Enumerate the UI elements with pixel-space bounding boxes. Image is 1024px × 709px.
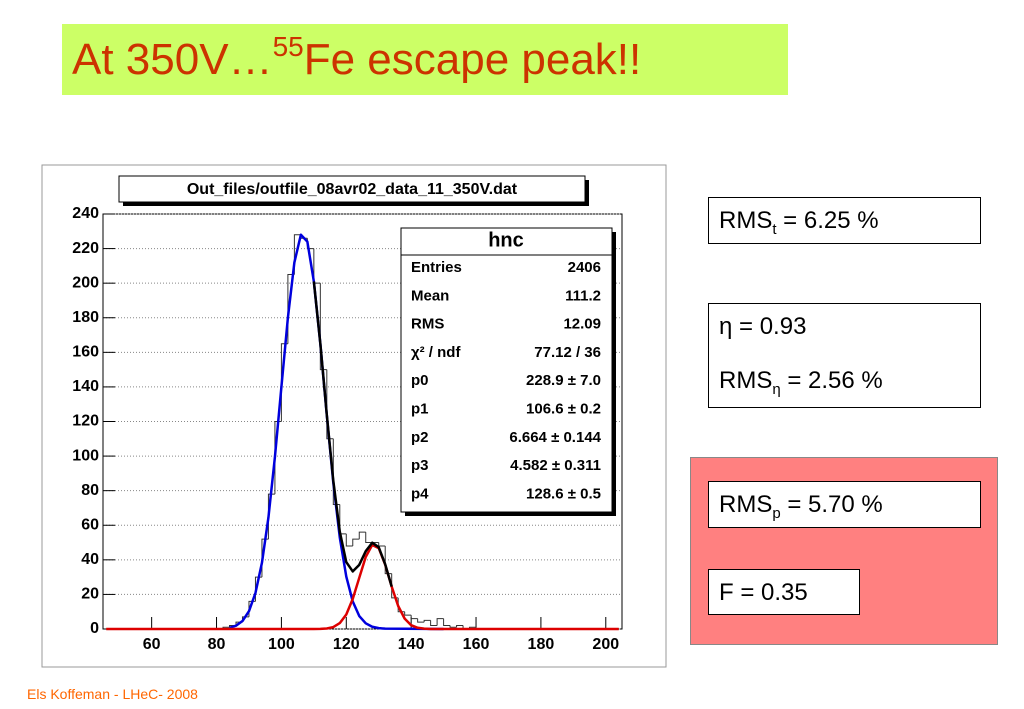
result-line: F = 0.35 <box>719 578 849 608</box>
x-tick-label: 200 <box>592 636 619 653</box>
y-tick-label: 100 <box>72 447 99 464</box>
stats-label: p1 <box>411 400 429 417</box>
y-tick-label: 120 <box>72 413 99 430</box>
result-text: RMS <box>719 491 773 518</box>
result-subscript: p <box>772 505 781 522</box>
title-box <box>118 175 586 203</box>
slide-title: At 350V…55Fe escape peak!! <box>62 24 788 95</box>
histogram-bin <box>365 532 373 544</box>
histogram-bin <box>345 533 353 547</box>
x-tick-label: 180 <box>528 636 555 653</box>
histogram-bin <box>352 538 360 546</box>
result-text: η = 0.93 <box>719 313 807 340</box>
title-text: Fe escape peak!! <box>303 35 642 84</box>
stats-box <box>400 227 613 513</box>
histogram-bin <box>384 546 392 575</box>
y-tick-label: 80 <box>81 482 99 499</box>
y-tick-label: 200 <box>72 274 99 291</box>
y-tick-label: 220 <box>72 240 99 257</box>
x-tick-label: 120 <box>333 636 360 653</box>
result-text: F = 0.35 <box>719 579 808 606</box>
fit-curve <box>229 233 444 631</box>
chart-title: Out_files/outfile_08avr02_data_11_350V.d… <box>187 181 518 198</box>
stats-label: p3 <box>411 457 429 474</box>
histogram-bin <box>417 618 425 623</box>
histogram-bin <box>423 619 431 623</box>
histogram-bin <box>404 611 412 616</box>
stats-value: 111.2 <box>565 287 601 304</box>
y-tick-label: 20 <box>81 586 99 603</box>
stats-label: Mean <box>411 287 449 304</box>
stats-label: p0 <box>411 372 429 389</box>
histogram-bin <box>456 625 464 628</box>
x-tick-label: 140 <box>398 636 425 653</box>
histogram-bin <box>449 625 457 628</box>
result-text: = 5.70 % <box>780 491 883 518</box>
histogram-bin <box>430 620 438 627</box>
x-tick-label: 80 <box>208 636 226 653</box>
fit-curve <box>312 281 393 587</box>
stats-label: p4 <box>411 485 429 502</box>
stats-value: 12.09 <box>563 316 601 333</box>
histogram-bin <box>443 618 451 627</box>
result-box: F = 0.35 <box>708 569 860 615</box>
x-tick-label: 60 <box>143 636 161 653</box>
result-subscript: η <box>772 381 781 398</box>
title-sup: 55 <box>272 31 304 62</box>
fit-curve <box>106 543 619 631</box>
stats-value: 2406 <box>568 259 601 276</box>
stats-value: 4.582 ± 0.311 <box>510 457 601 474</box>
result-text: RMS <box>719 367 773 394</box>
stats-label: p2 <box>411 429 429 446</box>
stats-label: χ² / ndf <box>411 344 461 361</box>
stats-label: RMS <box>411 316 444 333</box>
result-line: RMSt = 6.25 % <box>719 206 970 238</box>
result-line: η = 0.93 <box>719 312 970 342</box>
result-line: RMSp = 5.70 % <box>719 490 970 522</box>
y-tick-label: 140 <box>72 378 99 395</box>
histogram-bin <box>326 369 334 440</box>
result-subscript: t <box>772 221 777 238</box>
histogram-bin <box>410 615 418 620</box>
result-text: = 2.56 % <box>780 367 883 394</box>
stats-title: hnc <box>488 229 524 251</box>
histogram-bin <box>358 531 366 540</box>
x-tick-label: 100 <box>268 636 295 653</box>
x-tick-label: 160 <box>463 636 490 653</box>
result-box: RMSt = 6.25 % <box>708 197 981 244</box>
y-tick-label: 160 <box>72 344 99 361</box>
stats-value: 6.664 ± 0.144 <box>509 429 601 446</box>
y-tick-label: 240 <box>72 205 99 222</box>
y-tick-label: 40 <box>81 551 99 568</box>
stats-value: 77.12 / 36 <box>534 344 601 361</box>
footer: Els Koffeman - LHeC- 2008 <box>27 686 198 702</box>
y-tick-label: 0 <box>90 620 99 637</box>
result-text: = 6.25 % <box>776 207 879 234</box>
y-tick-label: 180 <box>72 309 99 326</box>
result-line: RMSη = 2.56 % <box>719 366 970 398</box>
y-tick-label: 60 <box>81 516 99 533</box>
histogram-bin <box>332 438 340 505</box>
result-box: RMSp = 5.70 % <box>708 481 981 528</box>
result-box: η = 0.93 RMSη = 2.56 % <box>708 303 981 408</box>
stats-value: 128.6 ± 0.5 <box>526 485 601 502</box>
result-text: RMS <box>719 207 773 234</box>
histogram-bin <box>319 283 327 371</box>
histogram-bin <box>436 618 444 626</box>
stats-label: Entries <box>411 259 462 276</box>
title-text: At 350V… <box>72 35 273 84</box>
stats-value: 228.9 ± 7.0 <box>526 372 601 389</box>
stats-value: 106.6 ± 0.2 <box>526 400 601 417</box>
